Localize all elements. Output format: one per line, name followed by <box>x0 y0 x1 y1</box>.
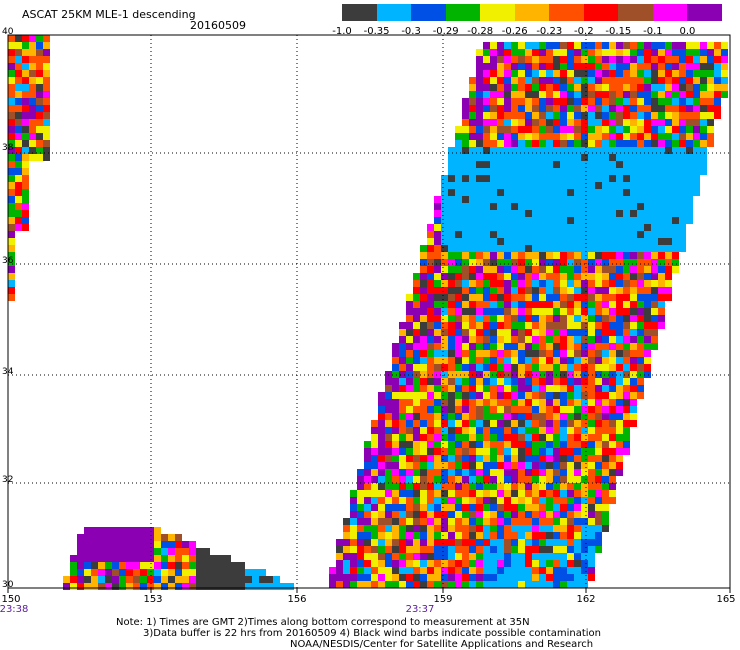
colorbar-swatch <box>445 4 481 21</box>
lat-label-32: 32 <box>2 475 14 485</box>
colorbar-swatch <box>480 4 516 21</box>
colorbar-label: -0.23 <box>536 26 563 37</box>
colorbar-label: -0.35 <box>363 26 390 37</box>
product-date: 20160509 <box>190 19 246 32</box>
colorbar-swatch <box>514 4 550 21</box>
colorbar-label: -0.2 <box>574 26 594 37</box>
lat-label-36: 36 <box>2 256 14 266</box>
colorbar-swatch <box>687 4 723 21</box>
colorbar-label: -0.28 <box>467 26 494 37</box>
colorbar-label: -0.26 <box>501 26 528 37</box>
colorbar-swatch <box>652 4 688 21</box>
lon-label-162: 162 <box>576 594 596 605</box>
footer-note-3: NOAA/NESDIS/Center for Satellite Applica… <box>290 639 594 650</box>
colorbar-label: -1.0 <box>332 26 352 37</box>
footer-note-2: 3)Data buffer is 22 hrs from 20160509 4)… <box>143 628 601 639</box>
lon-label-156: 156 <box>287 594 307 605</box>
colorbar-label: -0.1 <box>643 26 663 37</box>
colorbar-label: -0.15 <box>605 26 632 37</box>
product-title: ASCAT 25KM MLE-1 descending <box>22 8 196 21</box>
colorbar-label: 0.0 <box>679 26 696 37</box>
lat-label-30: 30 <box>2 580 14 590</box>
colorbar-swatch <box>618 4 654 21</box>
colorbar-label: -0.29 <box>432 26 459 37</box>
colorbar-swatch <box>583 4 619 21</box>
lon-label-159: 159 <box>433 594 453 605</box>
lon-label-165: 165 <box>716 594 736 605</box>
colorbar-swatch <box>549 4 585 21</box>
map-frame <box>7 34 731 589</box>
swath-cells <box>8 35 728 590</box>
lon-label-153: 153 <box>143 594 163 605</box>
lat-label-34: 34 <box>2 367 14 377</box>
colorbar-swatch <box>411 4 447 21</box>
lat-label-38: 38 <box>2 143 14 153</box>
footer-note-1: Note: 1) Times are GMT 2)Times along bot… <box>116 617 530 628</box>
lon-label-150: 150 <box>1 594 21 605</box>
time-label-mid: 23:37 <box>405 604 435 615</box>
colorbar-swatch <box>376 4 412 21</box>
colorbar-swatch <box>342 4 377 21</box>
time-label-left: 23:38 <box>0 604 29 615</box>
lat-label-40: 40 <box>2 27 14 37</box>
colorbar-label: -0.3 <box>401 26 421 37</box>
